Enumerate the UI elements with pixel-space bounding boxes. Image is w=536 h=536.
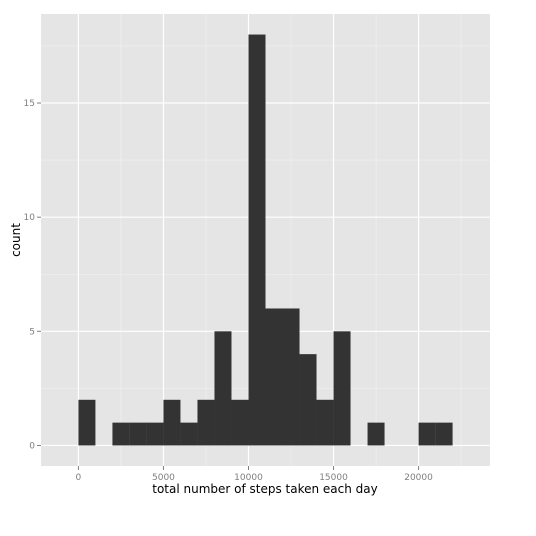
y-tick-label: 15 bbox=[24, 99, 35, 109]
histogram-bar bbox=[367, 422, 385, 446]
histogram-bars bbox=[78, 34, 453, 446]
x-tick-label: 15000 bbox=[319, 473, 348, 483]
x-axis-title: total number of steps taken each day bbox=[152, 482, 378, 496]
histogram-bar bbox=[282, 308, 300, 446]
histogram-bar bbox=[129, 422, 147, 446]
histogram-bar bbox=[163, 399, 181, 446]
x-tick-label: 0 bbox=[76, 473, 82, 483]
x-tick-label: 10000 bbox=[234, 473, 263, 483]
y-axis-title: count bbox=[9, 223, 23, 257]
histogram-bar bbox=[214, 331, 232, 446]
x-tick-label: 5000 bbox=[152, 473, 175, 483]
histogram-bar bbox=[316, 399, 334, 446]
histogram-bar bbox=[435, 422, 453, 446]
histogram-bar bbox=[112, 422, 130, 446]
y-tick-label: 5 bbox=[29, 327, 35, 337]
histogram-bar bbox=[265, 308, 283, 446]
y-tick-label: 0 bbox=[29, 441, 35, 451]
x-tick-label: 20000 bbox=[404, 473, 433, 483]
histogram-bar bbox=[231, 399, 249, 446]
y-axis-ticks: 0 5 10 15 bbox=[24, 99, 41, 451]
histogram-bar bbox=[146, 422, 164, 446]
histogram-bar bbox=[197, 399, 215, 446]
histogram-bar bbox=[248, 34, 266, 446]
y-tick-label: 10 bbox=[24, 213, 36, 223]
histogram-bar bbox=[299, 354, 317, 446]
histogram-bar bbox=[333, 331, 351, 446]
histogram-bar bbox=[180, 422, 198, 446]
histogram-bar bbox=[78, 399, 96, 446]
histogram-bar bbox=[418, 422, 436, 446]
x-axis-ticks: 0 5000 10000 15000 20000 bbox=[76, 466, 433, 483]
